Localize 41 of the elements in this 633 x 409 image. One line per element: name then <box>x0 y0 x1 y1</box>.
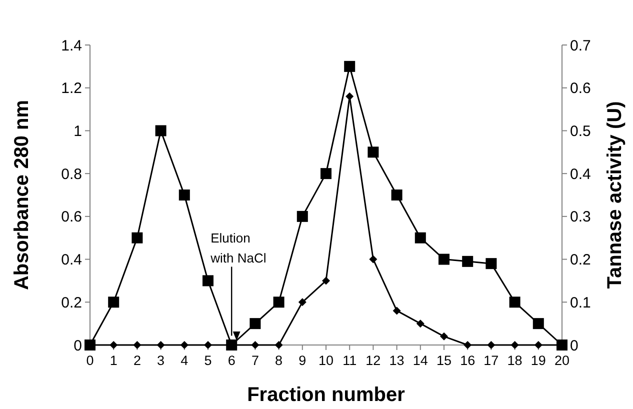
x-tick-label: 12 <box>366 353 381 368</box>
y-tick-label: 0 <box>74 337 82 354</box>
x-tick-label: 15 <box>436 353 452 368</box>
y-axis-title: Absorbance 280 nm <box>11 100 33 290</box>
x-axis-title: Fraction number <box>247 384 406 406</box>
x-tick-label: 2 <box>133 353 141 368</box>
y2-tick-label: 0.6 <box>570 80 591 98</box>
x-tick-label: 19 <box>530 353 546 368</box>
y2-tick-label: 0.2 <box>570 252 591 269</box>
y-tick-label: 0.4 <box>61 252 82 269</box>
x-tick-label: 16 <box>460 353 476 368</box>
x-tick-label: 20 <box>554 353 570 368</box>
y2-tick-label: 0.7 <box>570 37 591 54</box>
x-tick-label: 10 <box>318 353 334 368</box>
x-tick-label: 13 <box>389 353 404 368</box>
x-tick-label: 8 <box>275 353 283 368</box>
y2-tick-label: 0.4 <box>570 166 591 183</box>
x-tick-label: 5 <box>204 353 212 368</box>
y2-tick-label: 0.3 <box>570 208 591 226</box>
x-tick-label: 4 <box>180 353 189 368</box>
y-tick-label: 1.4 <box>61 37 82 54</box>
x-tick-label: 18 <box>507 353 522 368</box>
y2-tick-label: 0.1 <box>570 294 591 312</box>
x-tick-label: 0 <box>86 353 94 368</box>
x-tick-label: 17 <box>484 353 499 368</box>
x-tick-label: 11 <box>342 353 357 368</box>
y-tick-label: 0.8 <box>61 166 82 183</box>
y-tick-label: 0.2 <box>61 294 82 312</box>
x-tick-label: 6 <box>228 353 236 368</box>
y2-axis-title: Tannase activity (U) <box>604 101 626 289</box>
annotation: Elution with NaCl <box>210 230 266 266</box>
y-tick-label: 1.2 <box>61 80 82 98</box>
y2-tick-label: 0.5 <box>570 122 591 140</box>
x-tick-label: 3 <box>157 353 165 368</box>
y2-tick-label: 0 <box>570 337 578 354</box>
x-tick-label: 7 <box>251 353 259 368</box>
x-tick-label: 1 <box>110 353 118 368</box>
x-tick-label: 14 <box>412 353 428 368</box>
y-tick-label: 1 <box>74 122 82 140</box>
x-tick-label: 9 <box>298 353 306 368</box>
y-tick-label: 0.6 <box>61 208 82 226</box>
